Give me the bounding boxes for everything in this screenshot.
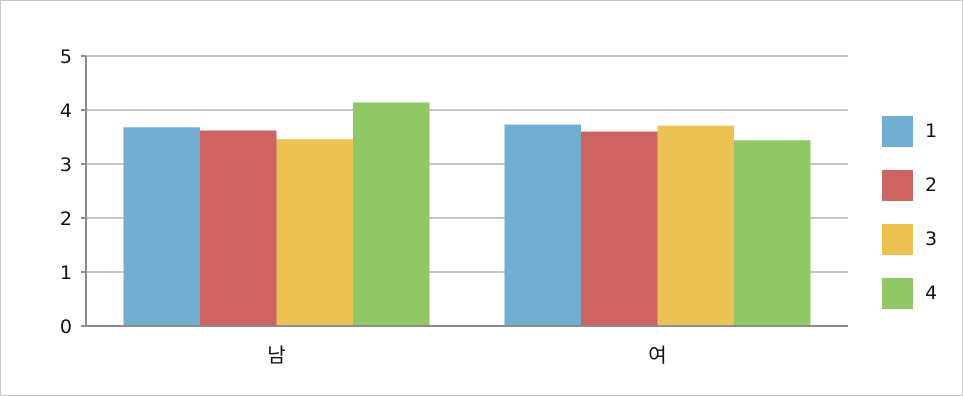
bar [200,130,277,326]
axes [81,55,848,327]
bar [276,139,353,326]
legend-swatch [882,116,913,147]
y-tick-label: 0 [60,316,72,338]
bar [581,131,658,326]
y-tick-label: 1 [60,262,72,284]
bar [123,127,200,326]
y-tick-label: 2 [60,208,72,230]
y-tick-label: 5 [60,46,72,68]
legend: 1 2 3 4 [882,116,937,309]
legend-label: 3 [925,228,937,250]
y-tick-label: 4 [60,100,72,122]
bar [734,140,811,326]
bars [123,102,811,326]
bar [504,124,581,326]
y-tick-label: 3 [60,154,72,176]
bar [657,125,734,326]
legend-label: 4 [925,282,937,304]
legend-swatch [882,170,913,201]
legend-swatch [882,224,913,255]
legend-swatch [882,278,913,309]
x-category-label: 남 [267,343,285,367]
legend-label: 1 [925,120,937,142]
x-category-label: 여 [648,343,666,367]
bar [353,102,430,326]
y-tick-labels: 0 1 2 3 4 5 [60,46,72,338]
legend-label: 2 [925,174,937,196]
